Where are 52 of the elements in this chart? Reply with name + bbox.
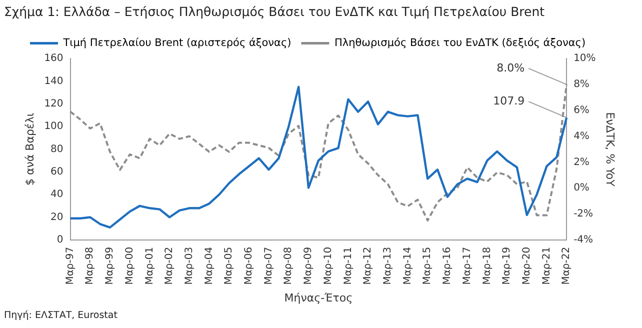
x-tick-label: Μαρ-97	[64, 246, 76, 285]
legend-label: Πληθωρισμός Βάσει του ΕνΔΤΚ (δεξιός άξονας)	[334, 36, 586, 49]
x-axis-title: Μήνας-Έτος	[284, 291, 353, 304]
y2-tick-label: 10%	[574, 53, 596, 64]
y2-axis-title: ΕνΔΤΚ, % YoY	[604, 112, 617, 187]
x-tick-label: Μαρ-12	[362, 246, 374, 285]
y-tick-label: 40	[50, 189, 64, 200]
x-tick-label: Μαρ-10	[322, 246, 334, 285]
x-tick-label: Μαρ-99	[104, 246, 116, 285]
x-tick-label: Μαρ-05	[224, 246, 235, 285]
y2-tick-label: -4%	[574, 234, 594, 246]
x-tick-label: Μαρ-03	[184, 246, 195, 285]
y2-tick-label: 2%	[574, 156, 590, 168]
x-tick-label: Μαρ-18	[482, 246, 493, 285]
x-tick-label: Μαρ-14	[402, 246, 414, 285]
y-axis-title: $ ανά Βαρέλι	[23, 112, 36, 186]
x-tick-label: Μαρ-08	[283, 246, 294, 285]
y-tick-label: 120	[44, 98, 64, 110]
data-label: 107.9	[493, 94, 525, 108]
x-tick-label: Μαρ-01	[144, 246, 156, 285]
y-tick-label: 160	[44, 53, 64, 64]
text: Πηγή: ΕΛΣΤΑΤ, Eurostat	[4, 310, 118, 321]
y2-tick-label: 6%	[574, 104, 590, 116]
x-tick-label: Μαρ-19	[502, 246, 513, 285]
x-tick-label: Μαρ-00	[124, 246, 136, 285]
x-tick-label: Μαρ-13	[382, 246, 394, 285]
y-tick-label: 80	[50, 144, 64, 155]
y-tick-label: 0	[56, 234, 64, 246]
y2-tick-label: 4%	[574, 130, 590, 142]
x-tick-label: Μαρ-02	[164, 246, 176, 285]
y2-tick-label: 0%	[574, 182, 590, 194]
y-tick-label: 20	[50, 212, 64, 223]
x-tick-label: Μαρ-21	[541, 246, 552, 285]
x-tick-label: Μαρ-09	[303, 246, 314, 285]
y-tick-label: 60	[50, 166, 64, 178]
data-label: 8.0%	[496, 61, 525, 74]
x-tick-label: Μαρ-06	[244, 246, 255, 285]
y2-tick-label: -2%	[574, 208, 594, 220]
x-tick-label: Μαρ-20	[521, 246, 532, 285]
x-tick-label: Μαρ-17	[462, 246, 473, 285]
x-tick-label: Μαρ-07	[263, 246, 274, 285]
x-tick-label: Μαρ-11	[342, 246, 354, 285]
y-tick-label: 140	[44, 76, 64, 87]
x-tick-label: Μαρ-16	[442, 246, 454, 285]
x-tick-label: Μαρ-22	[561, 246, 572, 285]
y2-tick-label: 8%	[574, 79, 590, 90]
x-tick-label: Μαρ-15	[422, 246, 434, 285]
x-tick-label: Μαρ-04	[204, 246, 215, 285]
chart-title: Σχήμα 1: Ελλάδα – Ετήσιος Πληθωρισμός Βάσει του ΕνΔΤΚ και Τιμή Πετρελαίου Brent	[4, 4, 545, 19]
y-tick-label: 100	[44, 121, 64, 132]
x-tick-label: Μαρ-98	[84, 246, 96, 285]
legend-label: Τιμή Πετρελαίου Brent (αριστερός άξονας)	[62, 36, 292, 49]
